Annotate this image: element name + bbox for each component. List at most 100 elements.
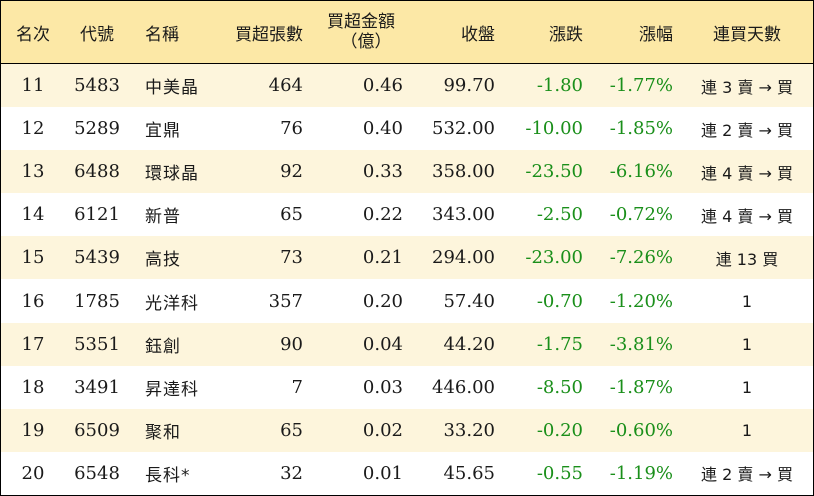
cell-rank: 16 — [21, 290, 45, 312]
cell-name: 宜鼎 — [145, 121, 181, 142]
cell-net-buy-amount: 0.03 — [362, 376, 403, 398]
cell-name: 長科* — [145, 465, 191, 486]
cell-net-buy-amount: 0.40 — [362, 118, 403, 140]
cell-net-buy-qty: 7 — [291, 376, 303, 398]
cell-change: -23.00 — [525, 247, 583, 269]
cell-net-buy-qty: 65 — [280, 204, 303, 226]
table-row: 18 3491 昇達科 7 0.03 446.00 -8.50 -1.87% 1 — [1, 366, 813, 409]
cell-rank: 14 — [21, 204, 45, 226]
col-header-name: 名稱 — [145, 24, 179, 45]
cell-close: 44.20 — [443, 333, 495, 355]
cell-close: 446.00 — [432, 376, 495, 398]
cell-change-pct: -7.26% — [609, 247, 673, 269]
cell-rank: 20 — [21, 462, 45, 484]
cell-close: 294.00 — [432, 247, 495, 269]
cell-streak: 1 — [741, 377, 753, 397]
cell-change: -10.00 — [525, 118, 583, 140]
cell-streak: 1 — [741, 334, 753, 354]
cell-net-buy-amount: 0.21 — [362, 247, 403, 269]
cell-streak: 1 — [741, 420, 753, 440]
cell-change-pct: -1.77% — [609, 75, 673, 97]
cell-change: -8.50 — [536, 376, 583, 398]
cell-net-buy-qty: 464 — [268, 75, 303, 97]
cell-net-buy-amount: 0.46 — [362, 75, 403, 97]
table-row: 19 6509 聚和 65 0.02 33.20 -0.20 -0.60% 1 — [1, 408, 813, 452]
cell-code: 5439 — [74, 247, 120, 269]
cell-streak: 連 4 賣 → 買 — [701, 206, 793, 226]
cell-streak: 連 13 買 — [715, 249, 779, 269]
cell-change: -23.50 — [525, 161, 583, 183]
cell-net-buy-qty: 76 — [280, 118, 303, 140]
cell-rank: 17 — [21, 333, 45, 355]
cell-change-pct: -0.72% — [609, 204, 673, 226]
cell-name: 環球晶 — [145, 164, 199, 185]
col-header-net-buy-amount: 買超金額 （億） — [319, 1, 403, 63]
cell-rank: 12 — [21, 118, 45, 140]
cell-code: 5351 — [74, 333, 120, 355]
cell-name: 新普 — [145, 207, 181, 228]
table-row: 12 5289 宜鼎 76 0.40 532.00 -10.00 -1.85% 連 2 賣 → … — [1, 107, 813, 150]
cell-name: 鈺創 — [145, 336, 181, 357]
cell-net-buy-qty: 90 — [280, 333, 303, 355]
cell-rank: 11 — [21, 75, 45, 97]
col-header-change-pct: 漲幅 — [639, 24, 673, 45]
cell-change-pct: -3.81% — [609, 333, 673, 355]
cell-net-buy-qty: 357 — [268, 290, 303, 312]
cell-rank: 19 — [21, 419, 45, 441]
cell-net-buy-amount: 0.02 — [362, 419, 403, 441]
col-header-net-buy-qty: 買超張數 — [235, 24, 303, 45]
cell-change-pct: -1.20% — [609, 290, 673, 312]
cell-close: 33.20 — [443, 419, 495, 441]
table-row: 17 5351 鈺創 90 0.04 44.20 -1.75 -3.81% 1 — [1, 322, 813, 366]
table-row: 13 6488 環球晶 92 0.33 358.00 -23.50 -6.16% 連 4 賣 →… — [1, 150, 813, 194]
cell-streak: 連 2 賣 → 買 — [701, 465, 793, 485]
col-header-change: 漲跌 — [549, 24, 583, 45]
col-header-net-buy-amount-label: 買超金額 — [327, 12, 395, 32]
cell-code: 6121 — [74, 204, 120, 226]
cell-net-buy-qty: 65 — [280, 419, 303, 441]
col-header-net-buy-amount-unit: （億） — [340, 32, 392, 52]
cell-close: 532.00 — [432, 118, 495, 140]
cell-change: -2.50 — [536, 204, 583, 226]
table-row: 15 5439 高技 73 0.21 294.00 -23.00 -7.26% 連 13 買 — [1, 236, 813, 280]
table-header: 名次 代號 名稱 買超張數 買超金額 （億） 收盤 漲跌 漲幅 連買天數 — [1, 1, 813, 64]
col-header-code: 代號 — [80, 24, 114, 45]
cell-net-buy-amount: 0.22 — [362, 204, 403, 226]
cell-net-buy-amount: 0.33 — [362, 161, 403, 183]
cell-net-buy-amount: 0.04 — [362, 333, 403, 355]
table-row: 16 1785 光洋科 357 0.20 57.40 -0.70 -1.20% 1 — [1, 280, 813, 323]
cell-close: 343.00 — [432, 204, 495, 226]
cell-change: -0.20 — [536, 419, 583, 441]
cell-code: 5289 — [74, 118, 120, 140]
cell-code: 5483 — [74, 75, 120, 97]
cell-net-buy-qty: 73 — [280, 247, 303, 269]
cell-close: 99.70 — [443, 75, 495, 97]
cell-net-buy-amount: 0.20 — [362, 290, 403, 312]
cell-name: 聚和 — [145, 422, 181, 443]
cell-streak: 1 — [741, 291, 753, 311]
table-row: 20 6548 長科* 32 0.01 45.65 -0.55 -1.19% 連 2 賣 → 買 — [1, 452, 813, 495]
cell-close: 45.65 — [443, 462, 495, 484]
cell-net-buy-qty: 32 — [280, 462, 303, 484]
cell-streak: 連 4 賣 → 買 — [701, 163, 793, 183]
cell-name: 昇達科 — [145, 379, 199, 400]
cell-code: 6488 — [74, 161, 120, 183]
cell-streak: 連 2 賣 → 買 — [701, 120, 793, 140]
cell-change-pct: -0.60% — [609, 419, 673, 441]
table-row: 14 6121 新普 65 0.22 343.00 -2.50 -0.72% 連 4 賣 → 買 — [1, 193, 813, 236]
cell-code: 6548 — [74, 462, 120, 484]
cell-rank: 18 — [21, 376, 45, 398]
table-row: 11 5483 中美晶 464 0.46 99.70 -1.80 -1.77% 連 3 賣 → … — [1, 64, 813, 108]
cell-change: -1.80 — [536, 75, 583, 97]
cell-code: 3491 — [74, 376, 120, 398]
cell-name: 中美晶 — [145, 78, 199, 99]
cell-name: 高技 — [145, 250, 181, 271]
col-header-close: 收盤 — [461, 24, 495, 45]
col-header-rank: 名次 — [16, 24, 50, 45]
cell-change: -1.75 — [536, 333, 583, 355]
cell-code: 1785 — [74, 290, 120, 312]
col-header-streak: 連買天數 — [713, 24, 781, 45]
cell-streak: 連 3 賣 → 買 — [701, 77, 793, 97]
cell-close: 358.00 — [432, 161, 495, 183]
